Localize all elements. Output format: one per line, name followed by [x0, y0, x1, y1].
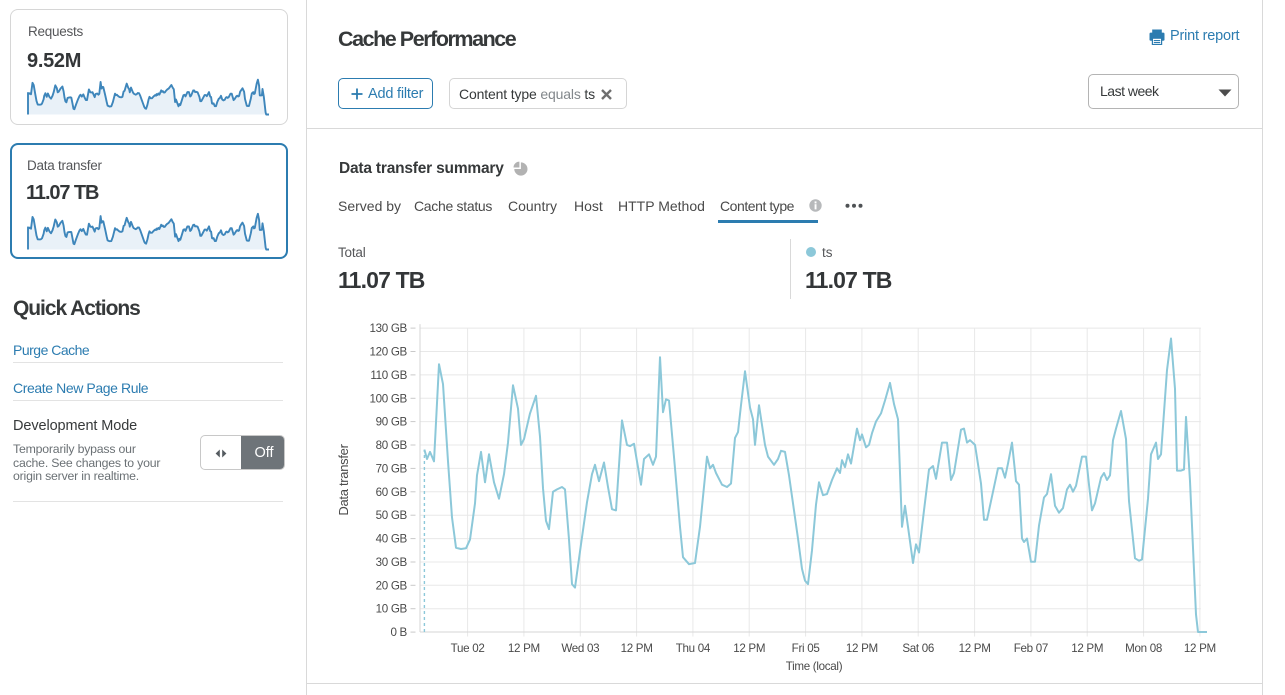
- svg-text:0 B: 0 B: [390, 626, 407, 639]
- svg-text:70 GB: 70 GB: [376, 462, 408, 475]
- svg-text:40 GB: 40 GB: [376, 533, 408, 546]
- svg-text:110 GB: 110 GB: [370, 369, 407, 382]
- svg-text:Mon 08: Mon 08: [1125, 642, 1162, 655]
- svg-text:Feb 07: Feb 07: [1014, 642, 1048, 655]
- svg-text:90 GB: 90 GB: [376, 416, 408, 429]
- svg-text:50 GB: 50 GB: [376, 509, 408, 522]
- svg-text:Data transfer: Data transfer: [336, 443, 351, 515]
- svg-text:12 PM: 12 PM: [959, 642, 991, 655]
- svg-text:Tue 02: Tue 02: [451, 642, 485, 655]
- svg-text:10 GB: 10 GB: [376, 603, 408, 616]
- svg-text:30 GB: 30 GB: [376, 556, 408, 569]
- svg-text:12 PM: 12 PM: [1071, 642, 1103, 655]
- svg-text:80 GB: 80 GB: [376, 439, 408, 452]
- svg-text:12 PM: 12 PM: [846, 642, 878, 655]
- svg-text:12 PM: 12 PM: [1184, 642, 1216, 655]
- svg-text:Fri 05: Fri 05: [792, 642, 820, 655]
- svg-text:130 GB: 130 GB: [369, 322, 407, 335]
- svg-text:100 GB: 100 GB: [369, 392, 407, 405]
- svg-text:120 GB: 120 GB: [369, 346, 407, 359]
- svg-text:12 PM: 12 PM: [733, 642, 765, 655]
- svg-text:12 PM: 12 PM: [621, 642, 653, 655]
- svg-text:12 PM: 12 PM: [508, 642, 540, 655]
- svg-text:20 GB: 20 GB: [376, 579, 408, 592]
- svg-text:Sat 06: Sat 06: [902, 642, 934, 655]
- svg-text:Thu 04: Thu 04: [676, 642, 711, 655]
- svg-text:Time (local): Time (local): [786, 660, 843, 673]
- svg-text:Wed 03: Wed 03: [561, 642, 599, 655]
- svg-text:60 GB: 60 GB: [376, 486, 408, 499]
